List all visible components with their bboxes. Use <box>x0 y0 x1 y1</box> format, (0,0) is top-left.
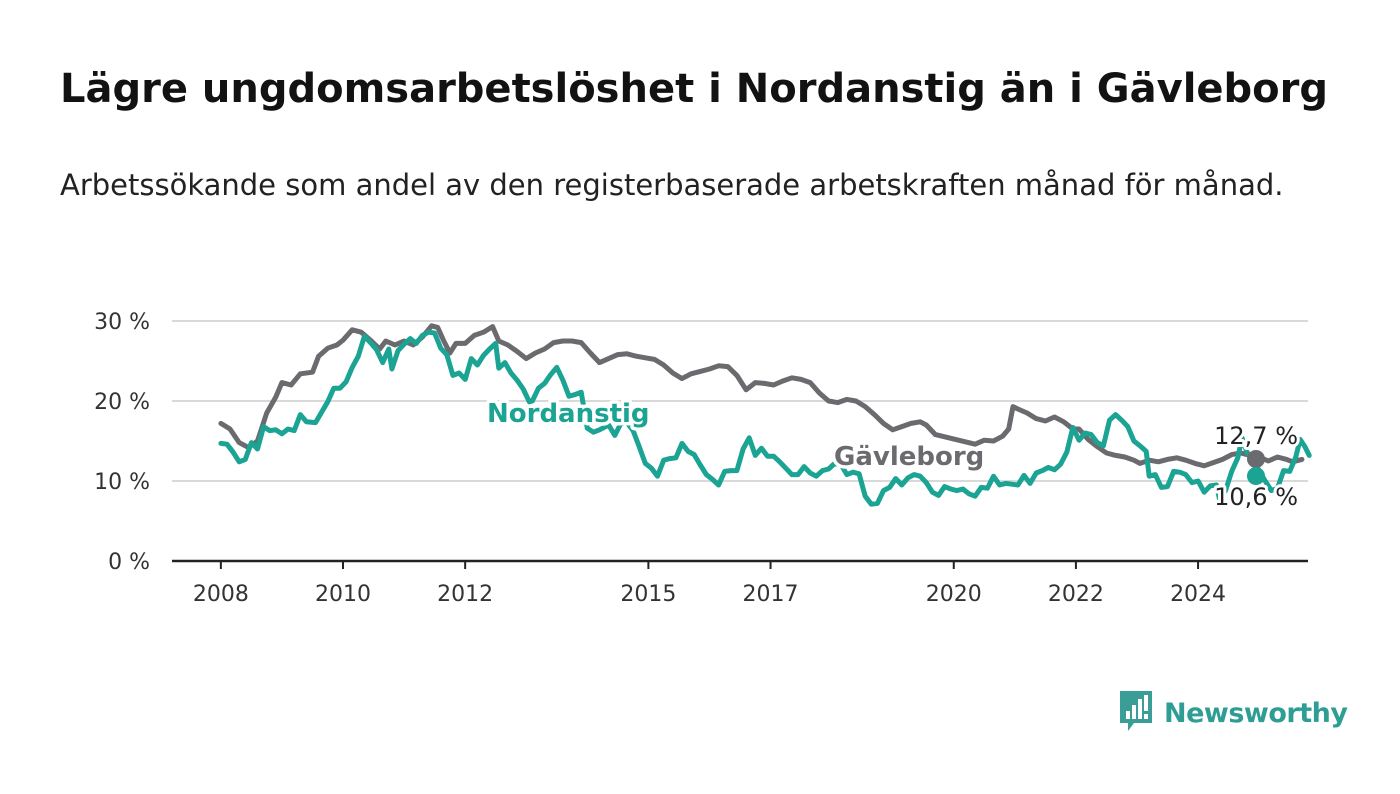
x-tick-label: 2015 <box>620 582 676 607</box>
x-tick-label: 2010 <box>315 582 371 607</box>
x-tick-label: 2020 <box>926 582 982 607</box>
series-layer <box>218 323 1312 507</box>
x-tick-label: 2024 <box>1170 582 1226 607</box>
nordanstig-series-label: Nordanstig <box>487 399 650 429</box>
y-tick-label: 30 % <box>94 310 150 335</box>
y-tick-label: 0 % <box>108 550 150 575</box>
gavleborg-end-marker <box>1247 450 1265 468</box>
axis-layer: 0 % 10 % 20 % 30 % 2008 2010 2012 2015 2017 2020 2… <box>94 310 1308 607</box>
label-layer: Nordanstig Gävleborg 12,7 % 10,6 % <box>484 396 1302 515</box>
brand-name: Newsworthy <box>1164 697 1348 729</box>
nordanstig-end-marker <box>1247 467 1265 485</box>
series-line-g-vleborg <box>218 323 1305 469</box>
chart-subtitle: Arbetssökande som andel av den registerb… <box>60 168 1284 202</box>
brand-logo: Newsworthy <box>1118 689 1348 737</box>
gavleborg-end-value: 12,7 % <box>1214 422 1298 450</box>
y-tick-label: 10 % <box>94 470 150 495</box>
grid-layer <box>172 320 1308 482</box>
y-tick-label: 20 % <box>94 390 150 415</box>
x-tick-label: 2022 <box>1048 582 1104 607</box>
nordanstig-end-value: 10,6 % <box>1214 483 1298 511</box>
newsworthy-logo-icon <box>1118 689 1154 737</box>
x-tick-label: 2012 <box>437 582 493 607</box>
series-line-nordanstig <box>218 329 1312 507</box>
x-tick-label: 2008 <box>193 582 249 607</box>
x-tick-label: 2017 <box>743 582 799 607</box>
gavleborg-series-label: Gävleborg <box>834 442 984 472</box>
chart-title: Lägre ungdomsarbetslöshet i Nordanstig ä… <box>60 66 1329 112</box>
